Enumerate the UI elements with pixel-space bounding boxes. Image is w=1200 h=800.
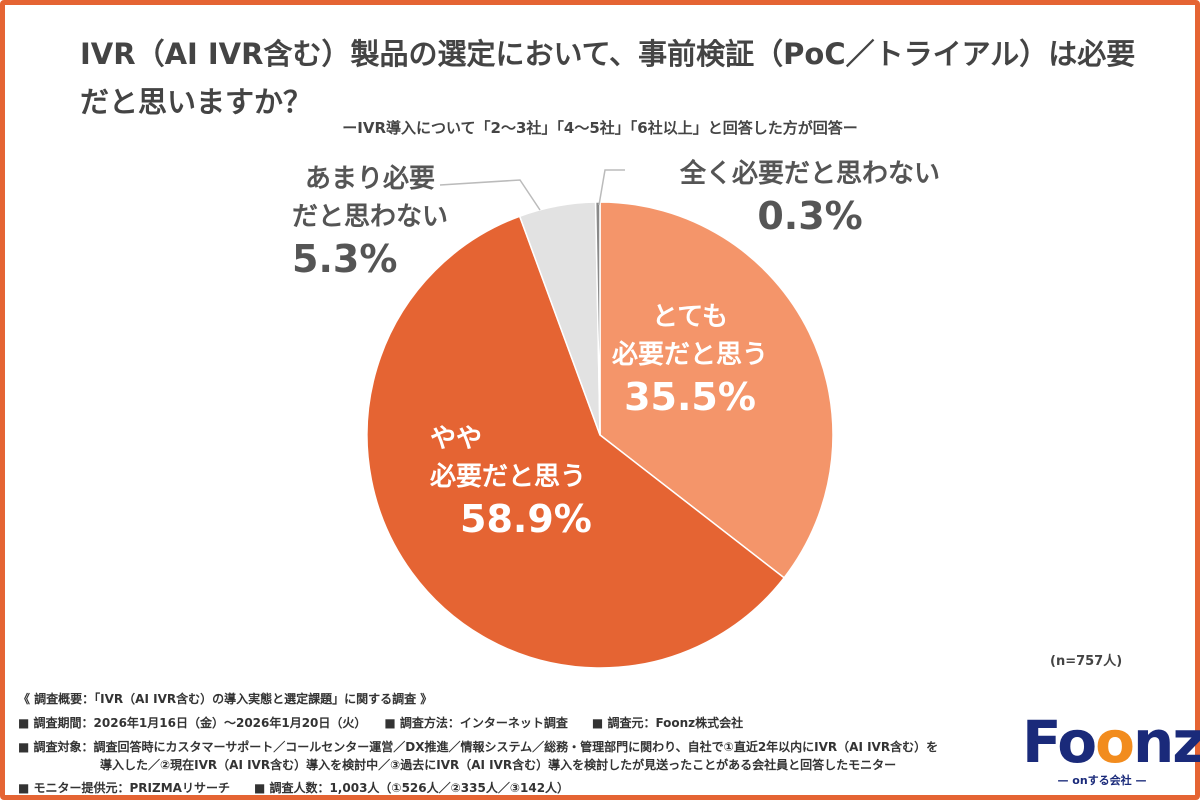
- foonz-logo: Foonz — onする会社 —: [1022, 708, 1200, 788]
- slice-label-line: 必要だと思う: [612, 340, 769, 370]
- slice-label-line: 全く必要だと思わない: [680, 159, 941, 189]
- leader-line: [598, 169, 625, 206]
- sample-size: (n=757人): [1050, 654, 1123, 669]
- slice-label-line: 必要だと思う: [430, 462, 587, 492]
- footer-line: ■ 調査対象：調査回答時にカスタマーサポート／コールセンター運営／DX推進／情報…: [18, 740, 939, 754]
- slice-percent: 0.3%: [757, 194, 863, 238]
- footer-line: 導入した／②現在IVR（AI IVR含む）導入を検討中／③過去にIVR（AI I…: [100, 758, 897, 772]
- leader-line: [439, 179, 541, 211]
- chart-title: IVR（AI IVR含む）製品の選定において、事前検証（PoC／トライアル）は必…: [80, 37, 1136, 119]
- slice-label-2: あまり必要 だと思わない 5.3%: [292, 160, 448, 282]
- slice-label-line: やや: [430, 424, 483, 454]
- logo-tagline: — onする会社 —: [1057, 774, 1147, 787]
- pie-slice-1: [366, 215, 786, 669]
- slice-label-line: だと思わない: [292, 202, 449, 232]
- slice-label-line: あまり必要: [305, 164, 436, 194]
- slice-label-3: 全く必要だと思わない 0.3%: [680, 155, 940, 239]
- slice-label-0: とても 必要だと思う 35.5%: [612, 298, 768, 420]
- slice-percent: 58.9%: [460, 497, 592, 541]
- slice-percent: 35.5%: [624, 375, 756, 419]
- footer-line: ■ モニター提供元：PRIZMAリサーチ ■ 調査人数：1,003人（①526人…: [18, 781, 570, 795]
- pie-slice-0: [599, 201, 834, 579]
- footer-line: 《 調査概要：「IVR（AI IVR含む）の導入実態と選定課題」に関する調査 》: [18, 692, 433, 706]
- slice-percent: 5.3%: [292, 237, 398, 281]
- logo-wordmark: Foonz: [1022, 708, 1200, 776]
- slice-label-1: やや 必要だと思う 58.9%: [430, 420, 592, 542]
- slice-label-line: とても: [652, 302, 728, 332]
- chart-subtitle: ーIVR導入について「2〜3社」「4〜5社」「6社以上」と回答した方が回答ー: [342, 119, 858, 137]
- footer-line: ■ 調査期間：2026年1月16日（金）〜2026年1月20日（火） ■ 調査方…: [18, 716, 744, 730]
